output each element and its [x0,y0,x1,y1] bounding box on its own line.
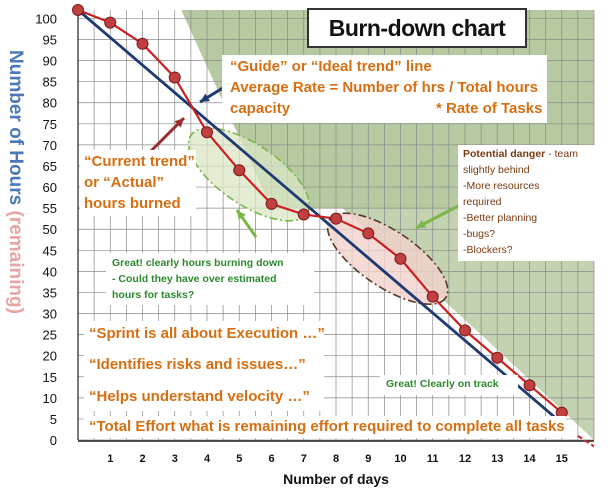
current-text-2: or “Actual” [84,174,165,191]
x-tick-label-3: 4 [204,453,211,465]
guide-text-4: * Rate of Tasks [436,100,543,117]
actual-point-5 [233,164,246,177]
x-tick-label-13: 14 [523,453,536,465]
danger-title: Potential danger [463,148,546,160]
y-tick-label-14: 70 [43,138,57,153]
y-tick-label-4: 20 [43,349,57,364]
y-tick-label-1: 5 [50,412,57,427]
y-tick-label-6: 30 [43,307,57,322]
y-tick-label-19: 95 [43,33,57,48]
actual-point-8 [330,212,342,225]
actual-trend-line [77,8,563,414]
current-text-3: hours burned [84,195,181,212]
actual-point-4 [201,126,213,139]
guide-text-1: “Guide” or “Ideal trend” line [230,58,432,75]
x-tick-label-5: 6 [268,453,274,465]
y-tick-label-9: 45 [43,243,57,258]
actual-point-14 [523,379,536,392]
x-axis-label: Number of days [283,471,389,487]
x-tick-label-0: 1 [107,453,113,465]
actual-point-6 [265,197,278,210]
total-panel [84,416,566,438]
actual-point-2 [136,37,149,50]
y-tick-label-11: 55 [43,201,57,216]
y-tick-label-13: 65 [43,159,57,174]
y-tick-label-7: 35 [43,285,57,300]
x-tick-label-4: 5 [236,453,242,465]
x-tick-label-2: 3 [172,453,178,465]
y-axis-label-main: Number of Hours [5,50,26,206]
danger-text-7: -Blockers? [463,244,513,256]
y-tick-label-16: 80 [43,96,57,111]
danger-text-1: Potential danger - team [463,148,578,160]
x-tick-label-14: 15 [556,453,568,465]
danger-text-5: -Better planning [463,212,538,224]
great-text-2: - Could they have over estimated [112,273,277,285]
actual-point-7 [297,208,310,221]
arrow-great-head [237,210,246,220]
on-track-text: Great! Clearly on track [386,378,499,390]
guide-panel [222,55,547,123]
trend-extension [577,434,595,448]
y-tick-label-2: 10 [43,391,57,406]
actual-point-12 [459,324,471,337]
danger-text-4: required [463,196,502,208]
danger-panel [458,145,604,261]
chart-title: Burn-down chart [328,15,506,41]
x-tick-label-8: 9 [365,453,371,465]
quote-sprint: “Sprint is all about Execution …” [89,325,325,342]
arrow-guide-head [200,93,210,102]
actual-point-13 [491,351,504,364]
actual-point-1 [104,16,117,29]
shade-lower [342,208,594,440]
actual-point-10 [394,252,407,265]
ellipse-behind [326,212,449,306]
quote-velocity: “Helps understand velocity …” [89,388,310,405]
quote-total: “Total Effort what is remaining effort r… [89,418,565,435]
great-text-1: Great! clearly hours burning down [112,257,284,269]
danger-text-6: -bugs? [463,228,496,240]
actual-point-3 [168,71,181,84]
y-tick-label-20: 100 [35,11,57,26]
y-tick-label-17: 85 [43,75,57,90]
y-tick-label-12: 60 [43,180,57,195]
guide-text-2: Average Rate = Number of hrs / Total hou… [230,79,538,96]
y-axis-label-suffix: (remaining) [5,210,26,314]
x-tick-label-9: 10 [394,453,406,465]
y-tick-label-8: 40 [43,264,57,279]
great-text-3: hours for tasks? [112,289,195,301]
danger-text-2: slightly behind [463,164,530,176]
y-tick-label-10: 50 [43,222,57,237]
actual-point-9 [362,227,375,240]
y-axis-label: Number of Hours (remaining) [4,50,26,380]
x-tick-label-6: 7 [301,453,307,465]
great-panel [106,253,314,305]
actual-point-0 [72,4,84,16]
quote-risks: “Identifies risks and issues…” [89,356,306,373]
x-tick-label-11: 12 [459,453,471,465]
current-panel [80,150,196,216]
quotes-panel [84,321,324,411]
y-tick-label-3: 15 [43,370,57,385]
y-tick-label-5: 25 [43,328,57,343]
danger-title-rest: - team [545,148,578,160]
on-track-panel [380,375,518,395]
arrow-current-head [174,118,184,128]
y-tick-label-0: 0 [50,433,57,448]
x-tick-label-12: 13 [491,453,503,465]
x-tick-label-10: 11 [427,453,439,465]
danger-text-3: -More resources [463,180,540,192]
chart-title-box: Burn-down chart [307,8,527,48]
y-tick-label-15: 75 [43,117,57,132]
actual-point-11 [426,290,439,303]
guide-text-3: capacity [230,100,291,117]
current-text-1: “Current trend” [84,153,195,170]
arrow-danger-head [416,219,426,228]
y-tick-label-18: 90 [43,54,57,69]
x-tick-label-1: 2 [139,453,145,465]
x-tick-label-7: 8 [333,453,339,465]
